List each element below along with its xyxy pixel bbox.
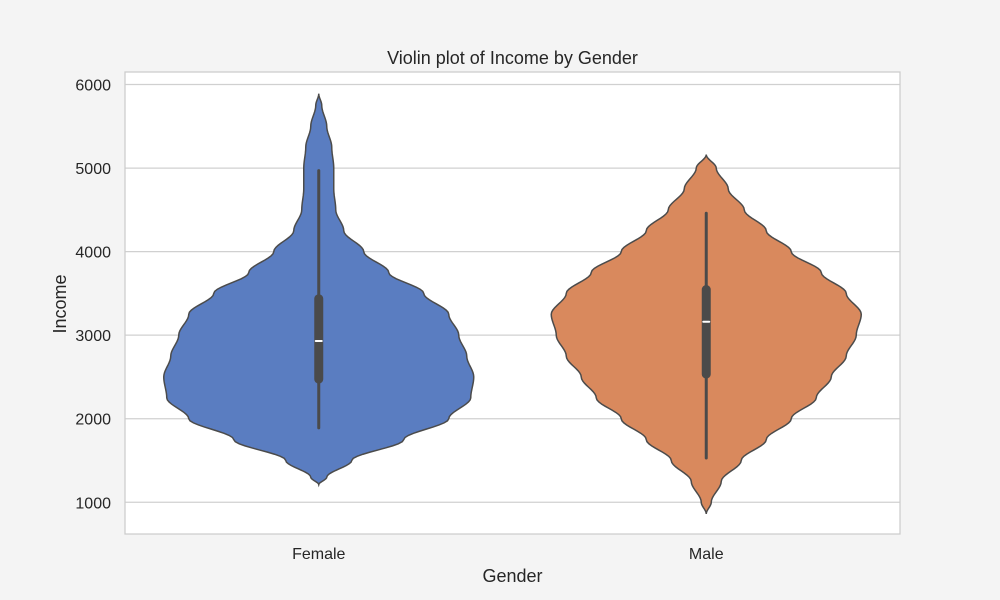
y-tick-label-5000: 5000 <box>75 161 111 178</box>
y-tick-label-2000: 2000 <box>75 412 111 429</box>
y-tick-labels: 1000 2000 3000 4000 5000 6000 <box>75 78 111 513</box>
plot-frame <box>124 71 901 535</box>
iqr-box-female <box>314 294 324 384</box>
y-tick-label-1000: 1000 <box>75 495 111 512</box>
y-tick-label-3000: 3000 <box>75 328 111 345</box>
chart-title: Violin plot of Income by Gender <box>387 48 638 68</box>
iqr-box-male <box>701 285 711 379</box>
y-tick-label-4000: 4000 <box>75 245 111 262</box>
x-axis-label: Gender <box>482 566 542 586</box>
x-tick-labels: Female Male <box>292 546 724 563</box>
x-tick-label-female: Female <box>292 546 345 563</box>
y-tick-label-6000: 6000 <box>75 78 111 95</box>
y-axis-label: Income <box>50 274 70 333</box>
violin-series <box>162 93 863 515</box>
x-tick-label-male: Male <box>689 546 724 563</box>
